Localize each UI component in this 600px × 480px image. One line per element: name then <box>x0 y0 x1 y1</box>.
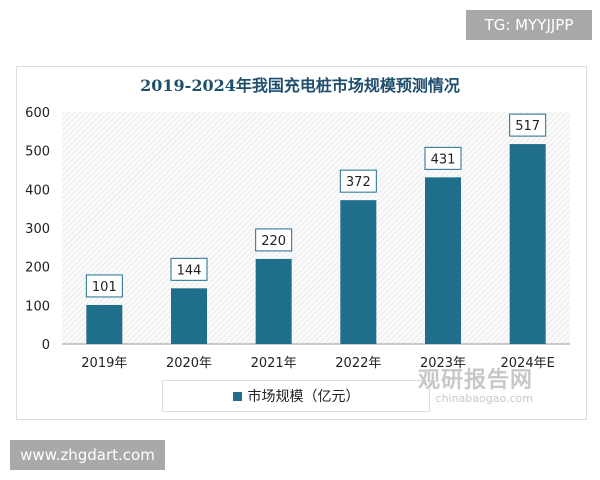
data-label-box <box>424 146 462 170</box>
plot-area <box>62 112 570 344</box>
bar <box>509 144 546 344</box>
y-tick-label: 200 <box>25 261 50 276</box>
y-tick-label: 500 <box>25 145 50 160</box>
y-tick-label: 100 <box>25 299 50 314</box>
data-label: 372 <box>346 175 371 190</box>
bar <box>425 177 461 344</box>
watermark-url: chinabaogao.com <box>435 392 534 405</box>
data-label-box <box>85 274 123 298</box>
x-tick-label: 2022年 <box>335 356 381 371</box>
chart-frame <box>16 66 587 420</box>
x-tick-label: 2021年 <box>251 356 297 371</box>
y-tick-label: 400 <box>25 183 50 198</box>
watermark-name: 观研报告网 <box>418 368 534 393</box>
y-tick-label: 600 <box>25 106 50 121</box>
x-tick-label: 2024年E <box>501 356 555 371</box>
data-label: 431 <box>431 152 456 167</box>
bar <box>255 258 292 344</box>
bar <box>340 200 377 344</box>
chart-title: 2019-2024年我国充电桩市场规模预测情况 <box>140 76 460 95</box>
tg-badge: TG: MYYJJPP <box>466 10 592 40</box>
data-label-box <box>339 169 377 193</box>
x-tick-label: 2020年 <box>166 356 212 371</box>
legend-swatch <box>232 391 242 401</box>
data-label-box <box>170 257 208 281</box>
bar <box>171 288 207 344</box>
data-label-box <box>509 113 547 137</box>
data-label: 144 <box>177 263 202 278</box>
bar <box>86 304 123 344</box>
data-label-box <box>255 228 293 252</box>
legend: 市场规模（亿元） <box>162 380 430 412</box>
data-label: 220 <box>261 234 286 249</box>
data-label: 101 <box>92 280 117 295</box>
watermark: 观研报告网 chinabaogao.com <box>418 362 533 405</box>
x-tick-label: 2023年 <box>420 356 466 371</box>
site-badge: www.zhgdart.com <box>10 440 165 470</box>
legend-label: 市场规模（亿元） <box>247 389 360 405</box>
x-tick-label: 2019年 <box>81 356 127 371</box>
data-label: 517 <box>515 119 540 134</box>
y-tick-label: 300 <box>25 222 50 237</box>
y-tick-label: 0 <box>42 338 50 353</box>
